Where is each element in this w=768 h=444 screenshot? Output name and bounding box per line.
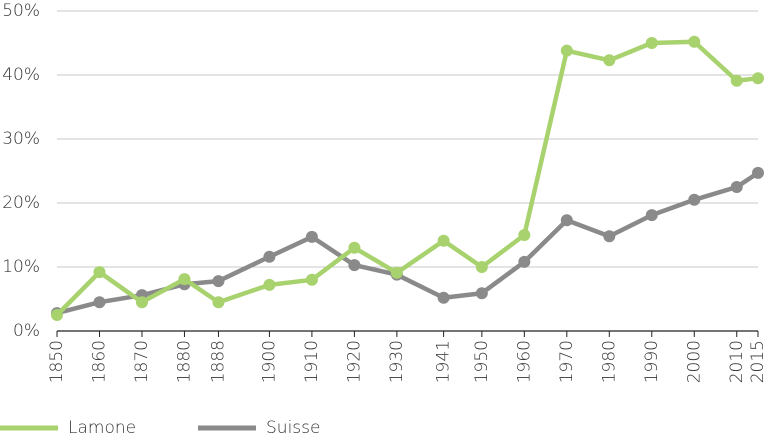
x-tick-label: 2015: [748, 340, 768, 383]
x-tick-label: 1930: [387, 340, 407, 383]
point: [560, 44, 573, 57]
point: [263, 278, 276, 291]
point: [93, 266, 106, 279]
x-tick-label: 1941: [434, 340, 454, 383]
y-tick-label: 10%: [2, 257, 40, 277]
point: [348, 241, 361, 254]
x-tick-label: 1860: [89, 340, 109, 383]
point: [730, 181, 743, 193]
point: [603, 54, 616, 67]
x-tick-label: 1950: [472, 340, 492, 383]
point: [688, 35, 701, 48]
x-tick-label: 1910: [302, 340, 322, 383]
point: [212, 296, 225, 309]
point: [51, 309, 63, 321]
x-tick-label: 1888: [208, 340, 228, 383]
x-tick-label: 1880: [174, 340, 194, 383]
point: [752, 166, 764, 179]
point: [212, 275, 225, 288]
x-tick-label: 1970: [557, 340, 577, 383]
x-tick-label: 2010: [727, 340, 747, 383]
x-tick-label: 1870: [132, 340, 152, 383]
point: [305, 230, 318, 243]
y-tick-label: 40%: [2, 65, 40, 85]
x-tick-label: 1980: [599, 340, 619, 383]
x-tick-label: 1920: [344, 340, 364, 383]
point: [518, 229, 531, 241]
point: [645, 37, 658, 49]
point: [348, 259, 361, 272]
point: [178, 273, 191, 286]
point: [730, 74, 743, 87]
point: [135, 296, 148, 309]
point: [93, 296, 106, 309]
point: [475, 261, 488, 273]
series-line: [55, 39, 759, 317]
point: [437, 291, 450, 304]
x-tick-label: 1990: [642, 340, 662, 383]
point: [560, 214, 573, 227]
x-tick-label: 2000: [684, 340, 704, 383]
legend-label: Suisse: [266, 418, 320, 438]
point: [475, 287, 488, 300]
point: [603, 230, 616, 243]
point: [645, 209, 658, 222]
y-tick-label: 20%: [2, 193, 40, 213]
y-tick-label: 30%: [2, 129, 40, 149]
point: [518, 255, 531, 268]
point: [263, 250, 276, 263]
point: [390, 266, 403, 279]
y-tick-label: 0%: [13, 321, 40, 341]
x-tick-label: 1960: [514, 340, 534, 383]
series-line: [56, 171, 760, 316]
point: [752, 72, 764, 85]
point: [437, 234, 450, 247]
point: [688, 193, 701, 206]
legend-label: Lamone: [68, 418, 136, 438]
point: [305, 273, 318, 286]
x-tick-label: 1900: [259, 340, 279, 383]
y-tick-label: 50%: [2, 1, 40, 21]
x-tick-label: 1850: [47, 340, 67, 383]
